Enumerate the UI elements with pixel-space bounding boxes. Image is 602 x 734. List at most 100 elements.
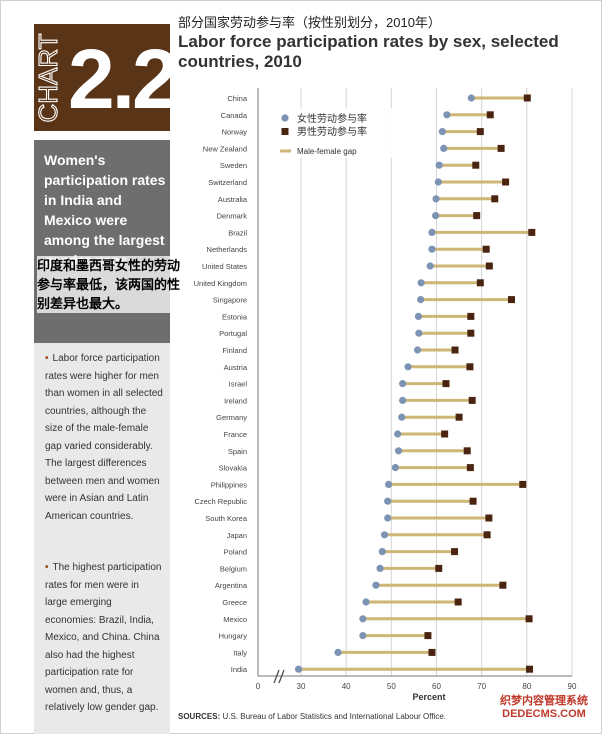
male-point: [469, 497, 477, 505]
y-tick-label: Denmark: [217, 212, 248, 221]
y-tick-label: Canada: [221, 111, 248, 120]
male-point: [463, 447, 471, 455]
male-point: [424, 632, 432, 640]
y-tick-label: Brazil: [228, 228, 247, 237]
y-tick-label: Finland: [222, 346, 247, 355]
x-tick-label: 70: [477, 682, 486, 691]
legend-female-marker: [281, 114, 289, 122]
watermark: 织梦内容管理系统 DEDECMS.COM: [490, 695, 598, 721]
sources-label: SOURCES:: [178, 712, 221, 721]
y-tick-label: New Zealand: [203, 144, 247, 153]
male-point: [519, 480, 527, 488]
male-point: [468, 396, 476, 404]
y-tick-label: France: [224, 430, 247, 439]
sources-note: SOURCES: U.S. Bureau of Labor Statistics…: [178, 712, 446, 721]
bullet-dot-icon: •: [45, 353, 49, 364]
female-point: [385, 480, 393, 488]
axis-break-mark: [278, 669, 285, 684]
female-point: [372, 581, 380, 589]
legend-label: 男性劳动参与率: [297, 125, 367, 138]
female-point: [384, 514, 392, 522]
male-point: [499, 581, 507, 589]
male-point: [442, 380, 450, 388]
male-point: [451, 548, 459, 556]
male-point: [523, 94, 531, 102]
female-point: [434, 178, 442, 186]
female-point: [440, 144, 448, 152]
female-point: [398, 413, 406, 421]
y-tick-label: Israel: [229, 380, 248, 389]
female-point: [294, 665, 303, 673]
male-point: [491, 195, 499, 203]
male-point: [455, 413, 463, 421]
chart-title-chinese: 部分国家劳动参与率（按性别划分，2010年）: [178, 15, 441, 30]
axis-break-mark: [273, 669, 280, 684]
sidebar-notes-panel: [34, 343, 170, 734]
male-point: [476, 279, 484, 287]
male-point: [476, 128, 484, 136]
y-tick-label: Sweden: [220, 161, 247, 170]
female-point: [391, 464, 399, 472]
female-point: [384, 497, 392, 505]
female-point: [394, 430, 402, 438]
female-point: [359, 615, 367, 623]
male-point: [485, 262, 493, 270]
female-point: [404, 363, 412, 371]
male-point: [435, 564, 443, 572]
y-tick-label: Australia: [218, 195, 248, 204]
female-point: [428, 228, 436, 236]
male-point: [528, 228, 536, 236]
y-tick-label: Norway: [222, 128, 248, 137]
y-tick-label: Austria: [224, 363, 248, 372]
y-tick-label: Argentina: [215, 581, 248, 590]
y-tick-label: United Kingdom: [194, 279, 247, 288]
female-point: [376, 564, 384, 573]
y-tick-label: Estonia: [222, 312, 248, 321]
female-point: [443, 111, 451, 119]
male-point: [507, 296, 515, 304]
male-point: [526, 665, 534, 673]
y-tick-label: Belgium: [220, 564, 247, 573]
sidebar-bullet-text: Labor force participation rates were hig…: [45, 353, 163, 522]
y-tick-label: Japan: [227, 531, 247, 540]
y-tick-label: Singapore: [213, 296, 247, 305]
legend-label: 女性劳动参与率: [297, 112, 367, 125]
male-point: [473, 212, 481, 220]
female-point: [415, 329, 423, 337]
watermark-line2: DEDECMS.COM: [502, 708, 586, 720]
male-point: [441, 430, 449, 438]
female-point: [428, 245, 436, 253]
female-point: [417, 279, 425, 287]
y-tick-label: United States: [202, 262, 247, 271]
sources-text: U.S. Bureau of Labor Statistics and Inte…: [222, 712, 447, 721]
male-point: [483, 531, 491, 539]
female-point: [334, 648, 342, 657]
sidebar-bullet-text: The highest participation rates for men …: [45, 562, 162, 713]
female-point: [399, 396, 407, 404]
sidebar-bullet: • Labor force participation rates were hi…: [45, 350, 163, 525]
chart-number-tag: CHART 2.2: [34, 24, 170, 131]
legend-male-marker: [281, 128, 289, 135]
x-tick-label: 50: [387, 682, 396, 691]
female-point: [380, 531, 389, 539]
y-tick-label: Portugal: [219, 329, 247, 338]
female-point: [435, 161, 443, 169]
male-point: [502, 178, 510, 186]
female-point: [432, 195, 440, 203]
sidebar-headline: Women's participation rates in India and…: [44, 152, 166, 268]
male-point: [486, 111, 494, 119]
female-point: [394, 447, 403, 455]
male-point: [467, 329, 475, 337]
y-tick-label: Czech Republic: [194, 497, 247, 506]
male-point: [466, 363, 474, 371]
watermark-line1: 织梦内容管理系统: [500, 695, 588, 707]
male-point: [428, 648, 436, 656]
y-tick-label: Netherlands: [207, 245, 248, 254]
chinese-annotation-overlay: 印度和墨西哥女性的劳动参与率最低，该两国的性别差异也最大。: [37, 256, 187, 313]
male-point: [525, 615, 533, 623]
female-point: [413, 346, 422, 354]
bullet-dot-icon: •: [45, 562, 49, 573]
male-point: [466, 464, 474, 472]
chart-title-english: Labor force participation rates by sex, …: [178, 32, 559, 71]
female-point: [431, 212, 440, 220]
